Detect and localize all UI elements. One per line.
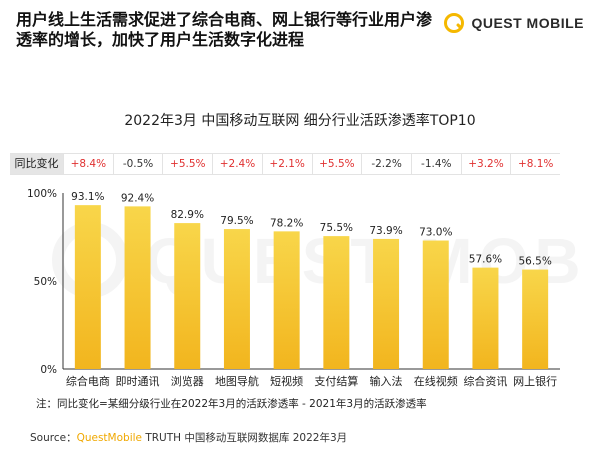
bar — [124, 206, 151, 369]
data-label: 57.6% — [469, 254, 502, 266]
data-label: 92.4% — [121, 192, 154, 204]
bar — [74, 205, 101, 369]
bar — [373, 238, 400, 369]
data-label: 75.5% — [320, 222, 353, 234]
bar — [422, 240, 449, 369]
bar — [323, 236, 350, 369]
bar — [522, 269, 549, 369]
data-label: 56.5% — [518, 256, 551, 268]
yoy-cell: +8.4% — [63, 154, 113, 174]
x-tick-label: 综合电商 — [66, 374, 110, 388]
data-label: 93.1% — [71, 191, 104, 203]
data-label: 73.9% — [369, 225, 402, 237]
x-tick-label: 即时通讯 — [116, 375, 160, 388]
x-tick-label: 在线视频 — [414, 374, 458, 388]
bar — [273, 231, 300, 369]
yoy-cell: +5.5% — [162, 154, 212, 174]
x-tick-label: 支付结算 — [314, 374, 358, 388]
x-tick-label: 浏览器 — [171, 374, 204, 388]
yoy-cell: +2.4% — [212, 154, 262, 174]
footnote: 注：同比变化=某细分级行业在2022年3月的活跃渗透率 - 2021年3月的活跃… — [36, 398, 427, 410]
yoy-cells: +8.4% -0.5% +5.5% +2.4% +2.1% +5.5% -2.2% -1.4%… — [63, 154, 560, 174]
yoy-cell: +3.2% — [460, 154, 511, 174]
yoy-cell: -0.5% — [112, 154, 163, 174]
data-label: 73.0% — [419, 227, 452, 239]
data-label: 78.2% — [270, 217, 303, 229]
questmobile-logo-icon — [444, 13, 465, 33]
source-line: Source：QuestMobile TRUTH 中国移动互联网数据库 2022… — [30, 430, 347, 445]
yoy-cell: +2.1% — [261, 154, 312, 174]
yoy-row: 同比变化 +8.4% -0.5% +5.5% +2.4% +2.1% +5.5% -2.2%… — [10, 153, 560, 175]
yoy-cell: +5.5% — [311, 154, 362, 174]
logo: QUEST MOBILE — [443, 12, 584, 34]
headline: 用户线上生活需求促进了综合电商、网上银行等行业用户渗透率的增长，加快了用户生活数… — [16, 10, 433, 49]
yoy-cell: +8.1% — [510, 154, 560, 174]
y-tick-label: 100% — [27, 188, 57, 200]
x-tick-label: 短视频 — [270, 374, 303, 388]
x-tick-label: 输入法 — [370, 374, 403, 388]
yoy-label: 同比变化 — [10, 154, 63, 174]
x-tick-label: 综合资讯 — [463, 374, 507, 388]
y-tick-label: 50% — [34, 276, 57, 288]
logo-text: QUEST MOBILE — [471, 15, 584, 31]
data-label: 82.9% — [171, 209, 204, 221]
x-tick-label: 地图导航 — [215, 374, 259, 388]
source-rest: TRUTH 中国移动互联网数据库 2022年3月 — [142, 432, 348, 444]
y-tick-label: 0% — [40, 364, 57, 376]
bar — [472, 267, 499, 369]
bar — [174, 223, 201, 369]
x-tick-label: 网上银行 — [513, 374, 557, 388]
bar-chart: 100% 50% 0% 93.1% 综合电商 92.4% 即时通讯 82.9% 浏览器 79.5%… — [27, 188, 560, 388]
bar — [223, 229, 250, 369]
source-brand: QuestMobile — [76, 432, 142, 444]
chart-title: 2022年3月 中国移动互联网 细分行业活跃渗透率TOP10 — [124, 113, 476, 129]
yoy-cell: -2.2% — [361, 154, 411, 174]
data-label: 79.5% — [220, 215, 253, 227]
source-prefix: Source： — [30, 432, 77, 444]
yoy-cell: -1.4% — [410, 154, 461, 174]
